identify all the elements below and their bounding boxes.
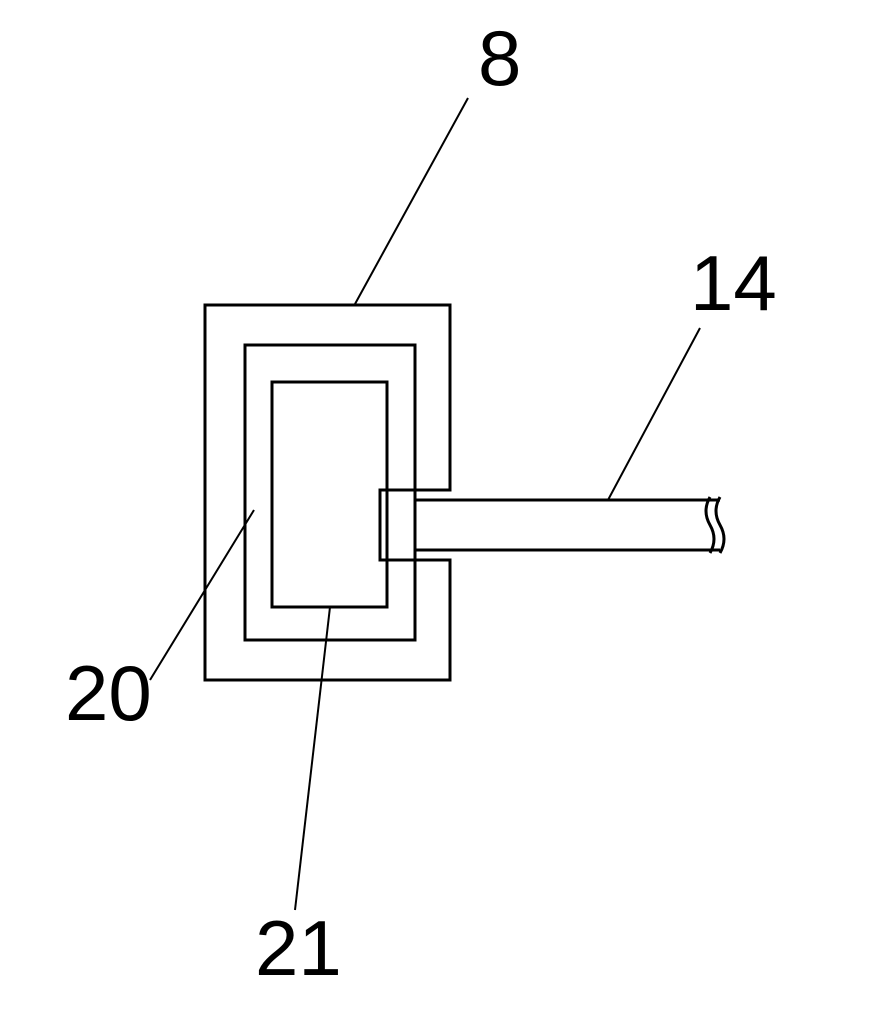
leader-line-20 (150, 510, 254, 680)
label-21: 21 (255, 904, 342, 992)
leader-line-21 (295, 607, 330, 910)
rod-break-arc-1 (706, 497, 714, 553)
diagram-canvas: 8 14 20 21 (0, 0, 886, 1032)
label-14: 14 (690, 239, 777, 327)
label-8: 8 (478, 14, 521, 102)
leader-line-8 (355, 98, 468, 304)
rod-break-arc-2 (716, 497, 724, 553)
inner-block (272, 382, 387, 607)
leader-line-14 (608, 328, 700, 500)
label-20: 20 (65, 649, 152, 737)
